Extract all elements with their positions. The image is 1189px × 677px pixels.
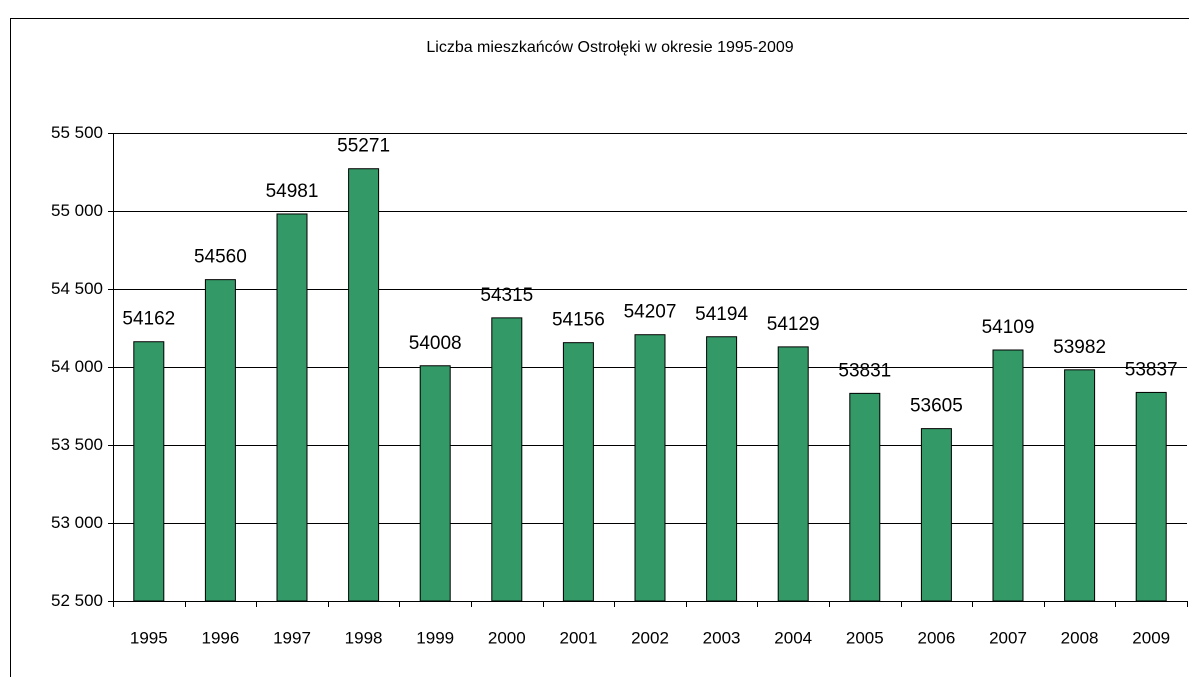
x-tick-label: 2006 [917,628,955,647]
x-tick-label: 1995 [130,628,168,647]
value-label: 54194 [695,304,748,325]
bar [1064,369,1096,602]
value-label: 55271 [337,136,390,157]
bar [920,428,952,602]
value-label: 54162 [122,309,175,330]
y-tick-label: 53 000 [51,513,103,532]
bar [777,346,809,602]
value-label: 54207 [624,302,677,323]
bar [419,365,451,602]
value-label: 53605 [910,396,963,417]
x-tick-label: 2003 [703,628,741,647]
x-tick-label: 2005 [846,628,884,647]
bar [992,349,1024,602]
x-tick-label: 1998 [345,628,383,647]
x-tick-label: 2007 [989,628,1027,647]
bar [634,334,666,602]
y-tick-label: 55 500 [51,123,103,142]
y-tick-label: 52 500 [51,591,103,610]
x-tick-label: 1999 [416,628,454,647]
x-tick-label: 1997 [273,628,311,647]
x-tick-label: 2008 [1061,628,1099,647]
bar [276,213,308,602]
x-tick-label: 1996 [201,628,239,647]
value-label: 54008 [409,333,462,354]
x-tick-label: 2002 [631,628,669,647]
value-label: 53837 [1125,359,1178,380]
value-label: 54156 [552,310,605,331]
x-tick-label: 2001 [559,628,597,647]
bar [491,317,523,602]
bar [133,341,165,602]
bar [1135,391,1167,602]
value-label: 53982 [1053,337,1106,358]
bar [348,168,380,602]
y-tick-label: 53 500 [51,435,103,454]
bar [204,279,236,602]
bar [706,336,738,602]
value-label: 54981 [266,181,319,202]
y-tick-label: 54 000 [51,357,103,376]
value-label: 53831 [838,360,891,381]
bar [562,342,594,602]
bar [849,392,881,602]
value-label: 54109 [982,317,1035,338]
value-label: 54315 [480,285,533,306]
y-tick-label: 55 000 [51,201,103,220]
x-tick-label: 2000 [488,628,526,647]
chart-title: Liczba mieszkańców Ostrołęki w okresie 1… [426,39,793,56]
x-tick-label: 2009 [1132,628,1170,647]
x-tick-label: 2004 [774,628,812,647]
value-label: 54560 [194,247,247,268]
y-tick-label: 54 500 [51,279,103,298]
value-label: 54129 [767,314,820,335]
